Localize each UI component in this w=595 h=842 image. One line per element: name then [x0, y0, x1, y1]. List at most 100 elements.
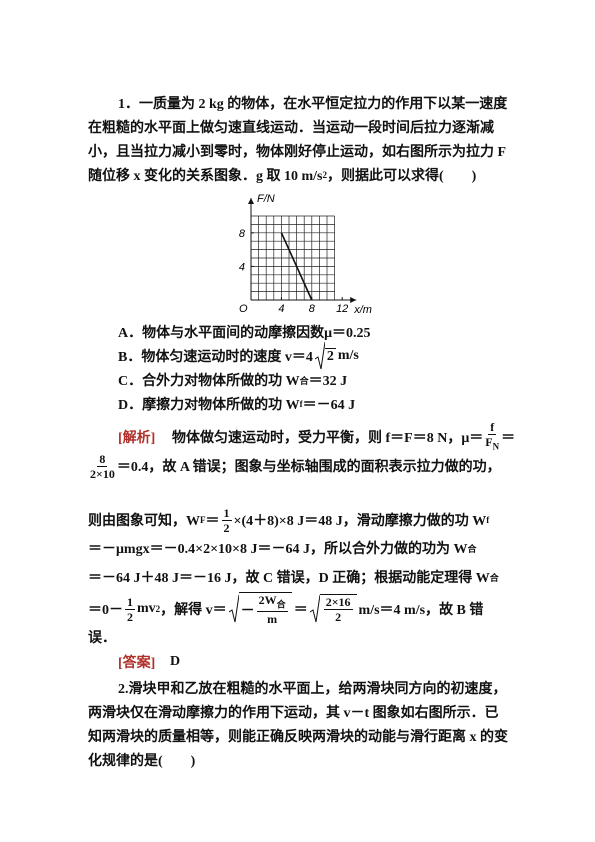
text: 1 — [223, 505, 230, 520]
text-line: 小，且当拉力减小到零时，物体刚好停止运动，如右图所示为拉力 F — [88, 139, 506, 163]
text: 8 — [99, 451, 106, 466]
x-axis-label: x/m — [353, 304, 372, 316]
text-line: B．物体匀速运动时的速度 v＝4 2 m/s — [118, 341, 359, 371]
radical-sign — [228, 594, 239, 623]
text-line: A．物体与水平面间的动摩擦因数μ＝0.25 — [118, 320, 371, 344]
text-line: 物体做匀速运动时，受力平衡，则 f＝F＝8 N，μ＝ f FN ＝ — [172, 420, 516, 451]
text: 2×10 — [90, 466, 115, 481]
text: ＝ — [501, 431, 516, 446]
subscript: 合 — [489, 572, 499, 583]
text: － — [240, 603, 255, 619]
text: D．摩擦力对物体所做的功 W — [118, 398, 300, 413]
radical: 2 — [314, 341, 336, 371]
text: ，则据此可以求得( ) — [327, 169, 477, 184]
text: 2W — [258, 592, 277, 607]
fraction: 8 2×10 — [90, 452, 115, 481]
text-line: ＝0－ 1 2 mv 2 ，解得 v＝－ 2W合 m ＝ 2×16 2 m/s＝4 m/s，故 B … — [88, 591, 484, 626]
subscript: F — [200, 515, 206, 525]
text: B．物体匀速运动时的速度 v＝4 — [118, 350, 313, 365]
text-line: 两滑块仅在滑动摩擦力的作用下运动，其 v－t 图象如右图所示．已 — [88, 700, 499, 724]
text: 误． — [88, 631, 116, 646]
text-line: 8 2×10 ＝0.4，故 A 错误；图象与坐标轴围成的面积表示拉力做的功， — [88, 452, 501, 481]
x-tick-label: 8 — [309, 303, 316, 315]
text: ＝－64 J — [302, 398, 356, 413]
numerator: 2×16 — [323, 595, 353, 610]
text: C．合外力对物体所做的功 W — [118, 374, 300, 389]
radical: － 2W合 m — [228, 591, 292, 626]
text-line: 误． — [88, 625, 116, 649]
subscript: f — [299, 399, 303, 409]
text: 则由图象可知，W — [88, 514, 200, 529]
radicand: － 2W合 m — [238, 591, 292, 626]
origin-label: O — [239, 303, 248, 315]
fraction: f FN — [485, 420, 499, 453]
radical-sign — [314, 341, 325, 370]
y-tick-label: 4 — [239, 261, 245, 273]
text-line: 随位移 x 变化的关系图象．g 取 10 m/s 2 ，则据此可以求得( ) — [88, 163, 476, 187]
text: 2 — [223, 520, 230, 535]
text: m/s＝4 m/s，故 B 错 — [358, 603, 484, 618]
text: 小，且当拉力减小到零时，物体刚好停止运动，如右图所示为拉力 F — [88, 145, 507, 160]
radicand: 2 — [324, 347, 336, 365]
text: 知两滑块的质量相等，则能正确反映两滑块的动能与滑行距离 x 的变 — [88, 730, 508, 745]
text: 随位移 x 变化的关系图象．g 取 10 m/s — [88, 169, 323, 184]
text-line: 化规律的是( ) — [88, 748, 195, 772]
fraction: 2×16 2 — [323, 595, 353, 624]
y-tick-label: 8 — [239, 228, 246, 240]
text-line: C．合外力对物体所做的功 W 合＝32 J — [118, 368, 347, 392]
text: 化规律的是( ) — [88, 754, 196, 769]
numerator: 1 — [125, 595, 135, 610]
text: 物体做匀速运动时，受力平衡，则 f＝F＝8 N，μ＝ — [172, 431, 484, 446]
x-arrow — [350, 297, 357, 303]
text: ＝0－ — [88, 603, 123, 618]
subscript: 合 — [467, 543, 477, 554]
denominator: FN — [485, 435, 499, 453]
text: 2 — [335, 610, 342, 624]
data-line — [280, 232, 313, 301]
analysis-label: [解析] — [118, 431, 156, 446]
text: mv — [137, 601, 156, 616]
text: 2 — [326, 348, 334, 364]
text: A．物体与水平面间的动摩擦因数μ＝0.25 — [118, 326, 371, 341]
text: ＝－64 J＋48 J＝－16 J，故 C 错误，D 正确；根据动能定理得 W — [88, 571, 490, 586]
text: 2 — [127, 609, 133, 624]
text: ×(4＋8)×8 J＝48 J，滑动摩擦力做的功 W — [233, 514, 487, 529]
text: 2.滑块甲和乙放在粗糙的水平面上，给两滑块同方向的初速度， — [118, 682, 507, 697]
text: ＝0.4，故 A 错误；图象与坐标轴围成的面积表示拉力做的功， — [116, 460, 501, 475]
subscript: 合 — [299, 375, 309, 386]
denominator: m — [267, 612, 277, 626]
denominator: 2 — [335, 610, 341, 624]
text: ＝－μmgx＝－0.4×2×10×8 J＝－64 J，所以合外力做的功为 W — [88, 542, 468, 557]
text: 在粗糙的水平面上做匀速直线运动．当运动一段时间后拉力逐渐减 — [88, 121, 494, 136]
text: ，解得 v＝ — [160, 603, 227, 618]
x-tick-label: 12 — [336, 303, 348, 315]
text: ＝ — [293, 603, 308, 618]
text-line: 在粗糙的水平面上做匀速直线运动．当运动一段时间后拉力逐渐减 — [88, 115, 494, 139]
y-axis-label: F/N — [257, 193, 275, 205]
text: m — [267, 612, 278, 627]
text: F — [485, 435, 493, 450]
answer-label: [答案] — [118, 656, 156, 671]
subscript: f — [486, 515, 490, 525]
x-tick-label: 4 — [278, 303, 284, 315]
subscript: N — [492, 441, 500, 452]
text-line: 知两滑块的质量相等，则能正确反映两滑块的动能与滑行距离 x 的变 — [88, 724, 508, 748]
text: 1．一质量为 2 kg 的物体，在水平恒定拉力的作用下以某一速度 — [118, 97, 508, 112]
text: 2×16 — [325, 595, 351, 609]
radical: 2×16 2 — [309, 594, 357, 624]
numerator: 8 — [97, 451, 108, 467]
numerator: 2W合 — [256, 592, 288, 613]
denominator: 2×10 — [90, 467, 115, 481]
text-line: 1．一质量为 2 kg 的物体，在水平恒定拉力的作用下以某一速度 — [118, 91, 507, 115]
radical-sign — [309, 594, 320, 623]
superscript: 2 — [155, 604, 161, 614]
fraction: 2W合 m — [256, 592, 288, 626]
